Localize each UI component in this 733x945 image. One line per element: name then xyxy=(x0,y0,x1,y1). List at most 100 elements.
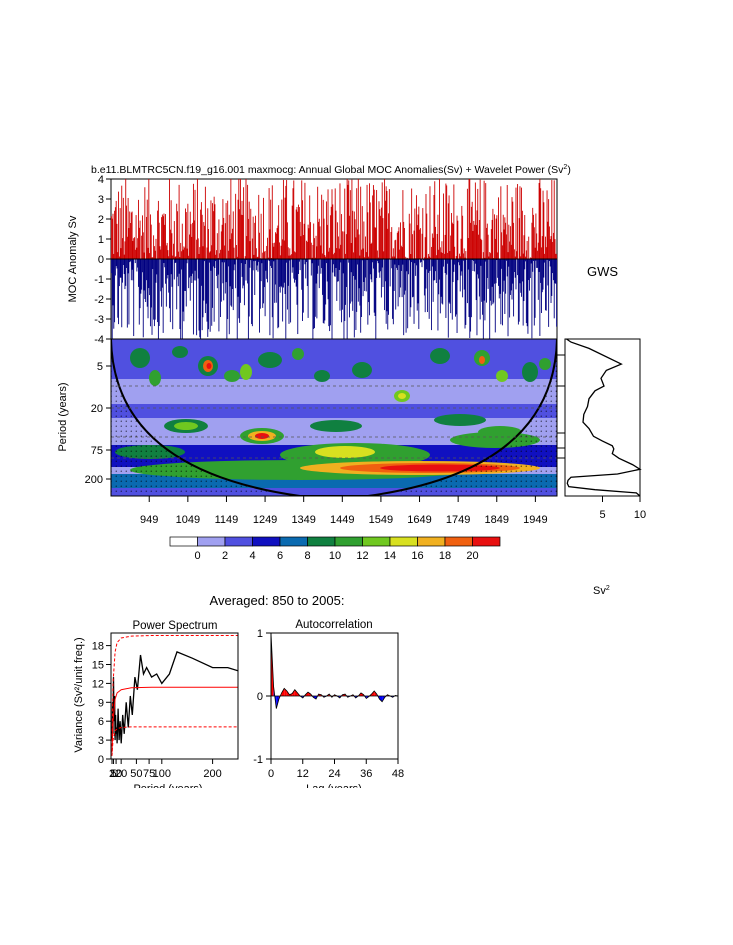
colorbar-box xyxy=(444,536,473,547)
wavelet-xtick-label: 1149 xyxy=(215,514,239,526)
power-spectrum-ytick-label: 6 xyxy=(98,716,104,728)
power-spectrum-title: Power Spectrum xyxy=(132,620,217,632)
contour-blob xyxy=(496,370,508,382)
colorbar-box xyxy=(334,536,363,547)
gws-frame xyxy=(564,338,641,497)
moc-ytick-label: -3 xyxy=(94,314,104,326)
contour-band-mid xyxy=(111,404,557,418)
contour-blob xyxy=(522,362,538,382)
colorbar-label: 8 xyxy=(304,550,310,562)
contour-blob xyxy=(172,346,188,358)
autocorrelation-xtick-label: 36 xyxy=(360,768,372,780)
wavelet-xtick-label: 1349 xyxy=(291,514,315,526)
wavelet-ytick-label: 5 xyxy=(97,361,103,373)
contour-blob xyxy=(130,348,150,368)
power-spectrum-xtick-label: 50 xyxy=(130,768,142,780)
power-spectrum-ytick-label: 9 xyxy=(98,697,104,709)
contour-blob xyxy=(314,370,330,382)
gws-xtick-label: 5 xyxy=(599,509,605,521)
power-spectrum-ytick-label: 15 xyxy=(92,660,104,672)
wavelet-xtick-label: 1749 xyxy=(446,514,470,526)
colorbar-box xyxy=(252,536,281,547)
autocorrelation-xtick-label: 24 xyxy=(328,768,340,780)
power-spectrum-upper-bound xyxy=(111,635,238,747)
colorbar-box xyxy=(417,536,446,547)
autocorrelation-ytick-label: 0 xyxy=(257,691,263,703)
autocorrelation-negative xyxy=(379,696,383,702)
contour-blob xyxy=(240,364,252,380)
power-spectrum-xtick-label: 10 xyxy=(110,768,122,780)
cone-of-influence-left xyxy=(111,339,300,496)
power-spectrum-spectrum xyxy=(111,651,238,744)
wavelet-xtick-label: 1849 xyxy=(485,514,509,526)
autocorrelation-xtick-label: 0 xyxy=(268,768,274,780)
moc-ytick-label: -2 xyxy=(94,294,104,306)
contour-blob xyxy=(224,370,240,382)
moc-ytick-label: -1 xyxy=(94,274,104,286)
figure-title: b.e11.BLMTRC5CN.f19_g16.001 maxmocg: Ann… xyxy=(91,164,571,176)
power-spectrum-frame xyxy=(110,632,239,760)
colorbar-box xyxy=(362,536,391,547)
colorbar-label: 0 xyxy=(194,550,200,562)
colorbar-label: 6 xyxy=(277,550,283,562)
contour-blob xyxy=(255,433,269,439)
moc-ytick-label: 3 xyxy=(98,194,104,206)
cone-of-influence-right xyxy=(368,339,557,496)
autocorrelation-ytick-label: -1 xyxy=(253,754,263,766)
moc-ylabel: MOC Anomaly Sv xyxy=(67,215,79,302)
colorbar-label: 4 xyxy=(249,550,255,562)
wavelet-ytick-label: 200 xyxy=(85,474,103,486)
colorbar-box xyxy=(197,536,226,547)
averaged-title: Averaged: 850 to 2005: xyxy=(210,593,345,608)
contour-blob xyxy=(479,356,485,364)
autocorrelation-line xyxy=(271,633,398,709)
moc-ytick-label: 1 xyxy=(98,234,104,246)
power-spectrum-xtick-label: 75 xyxy=(143,768,155,780)
contour-blob xyxy=(174,422,198,430)
power-spectrum-ytick-label: 12 xyxy=(92,678,104,690)
autocorrelation-positive xyxy=(294,689,298,696)
power-spectrum-xtick-label: 20 xyxy=(115,768,127,780)
power-spectrum-ytick-label: 3 xyxy=(98,735,104,747)
wavelet-power-panel: 5 20 75 200 949 1049 1149 1249 1349 1449 1549 1649… xyxy=(57,338,558,526)
moc-ytick-label: 4 xyxy=(98,174,104,186)
colorbar-label: 14 xyxy=(384,550,396,562)
power-spectrum-xtick-label: 100 xyxy=(153,768,171,780)
wavelet-xtick-label: 1449 xyxy=(330,514,354,526)
wavelet-ytick-label: 20 xyxy=(91,403,103,415)
colorbar-label: 16 xyxy=(411,550,423,562)
label-cutoff-mask xyxy=(60,788,420,808)
colorbar-label: 12 xyxy=(356,550,368,562)
contour-blob xyxy=(398,393,406,399)
wavelet-ytick-label: 75 xyxy=(91,445,103,457)
power-spectrum-xtick-label: 5 xyxy=(110,768,116,780)
gws-line xyxy=(566,338,642,497)
power-spectrum-lower-bound xyxy=(111,726,238,756)
autocorrelation-negative xyxy=(363,694,367,699)
contour-blob xyxy=(430,348,450,364)
moc-ytick-label: 0 xyxy=(98,254,104,266)
moc-ytick-label: -4 xyxy=(94,334,104,346)
autocorrelation-xtick-label: 48 xyxy=(392,768,404,780)
contour-blob xyxy=(315,446,375,458)
colorbar-label: 10 xyxy=(329,550,341,562)
colorbar-box xyxy=(389,536,418,547)
wavelet-xtick-label: 1249 xyxy=(253,514,277,526)
colorbar-label: 20 xyxy=(466,550,478,562)
colorbar-label: 2 xyxy=(222,550,228,562)
wavelet-xtick-label: 949 xyxy=(140,514,158,526)
wavelet-xtick-label: 1949 xyxy=(523,514,547,526)
moc-ytick-label: 2 xyxy=(98,214,104,226)
contour-blob xyxy=(149,370,161,386)
cone-of-influence-curve xyxy=(111,339,557,496)
power-spectrum-ytick-label: 18 xyxy=(92,641,104,653)
autocorrelation-ytick-label: 1 xyxy=(257,628,263,640)
wavelet-xtick-label: 1549 xyxy=(369,514,393,526)
colorbar-label: 18 xyxy=(439,550,451,562)
contour-blob xyxy=(352,362,372,378)
gws-panel: 5 10 xyxy=(557,338,646,521)
wavelet-ylabel: Period (years) xyxy=(57,382,69,451)
contour-blob xyxy=(258,352,282,368)
